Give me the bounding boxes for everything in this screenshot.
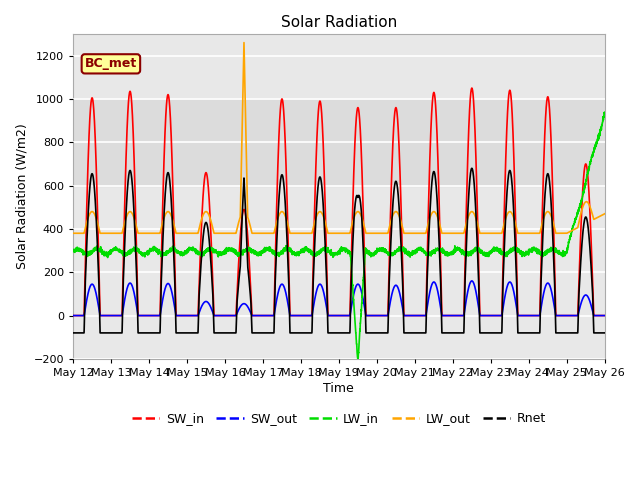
Rnet	[405, 330, 413, 336]
SW_in	[405, 312, 413, 318]
LW_in	[418, 248, 426, 253]
SW_in	[498, 312, 506, 318]
X-axis label: Time: Time	[323, 382, 354, 395]
LW_in	[498, 250, 506, 255]
LW_out	[595, 214, 602, 220]
LW_out	[240, 40, 248, 46]
SW_out	[595, 312, 602, 318]
Rnet	[350, 216, 358, 222]
LW_in	[69, 248, 77, 254]
LW_out	[142, 230, 150, 236]
Rnet	[601, 330, 609, 336]
Rnet	[468, 166, 476, 171]
Rnet	[69, 330, 77, 336]
SW_out	[350, 290, 358, 296]
Title: Solar Radiation: Solar Radiation	[281, 15, 397, 30]
LW_out	[601, 211, 609, 216]
SW_out	[417, 312, 425, 318]
SW_out	[601, 312, 609, 318]
LW_in	[350, 303, 358, 309]
SW_out	[69, 312, 77, 318]
Y-axis label: Solar Radiation (W/m2): Solar Radiation (W/m2)	[15, 123, 28, 269]
Line: LW_out: LW_out	[73, 43, 605, 233]
LW_out	[498, 230, 506, 236]
SW_out	[468, 278, 476, 284]
Rnet	[142, 330, 150, 336]
LW_out	[69, 230, 77, 236]
Rnet	[595, 330, 602, 336]
LW_in	[601, 111, 609, 117]
Line: Rnet: Rnet	[73, 168, 605, 333]
SW_out	[405, 312, 413, 318]
Rnet	[498, 330, 506, 336]
SW_in	[142, 312, 150, 318]
LW_out	[350, 215, 358, 220]
Line: LW_in: LW_in	[73, 112, 605, 363]
Rnet	[417, 330, 425, 336]
SW_in	[417, 312, 425, 318]
SW_out	[498, 312, 506, 318]
LW_in	[601, 109, 609, 115]
LW_out	[406, 230, 413, 236]
SW_in	[468, 85, 476, 91]
Bar	[73, 99, 605, 186]
SW_in	[69, 312, 77, 318]
LW_in	[406, 253, 413, 259]
Line: SW_in: SW_in	[73, 88, 605, 315]
SW_in	[350, 165, 358, 170]
Text: BC_met: BC_met	[84, 57, 137, 71]
LW_in	[354, 360, 362, 366]
Line: SW_out: SW_out	[73, 281, 605, 315]
SW_in	[601, 312, 609, 318]
SW_out	[142, 312, 150, 318]
SW_in	[595, 312, 602, 318]
Legend: SW_in, SW_out, LW_in, LW_out, Rnet: SW_in, SW_out, LW_in, LW_out, Rnet	[127, 408, 551, 431]
LW_in	[595, 132, 602, 138]
LW_in	[142, 251, 150, 257]
LW_out	[418, 230, 426, 236]
